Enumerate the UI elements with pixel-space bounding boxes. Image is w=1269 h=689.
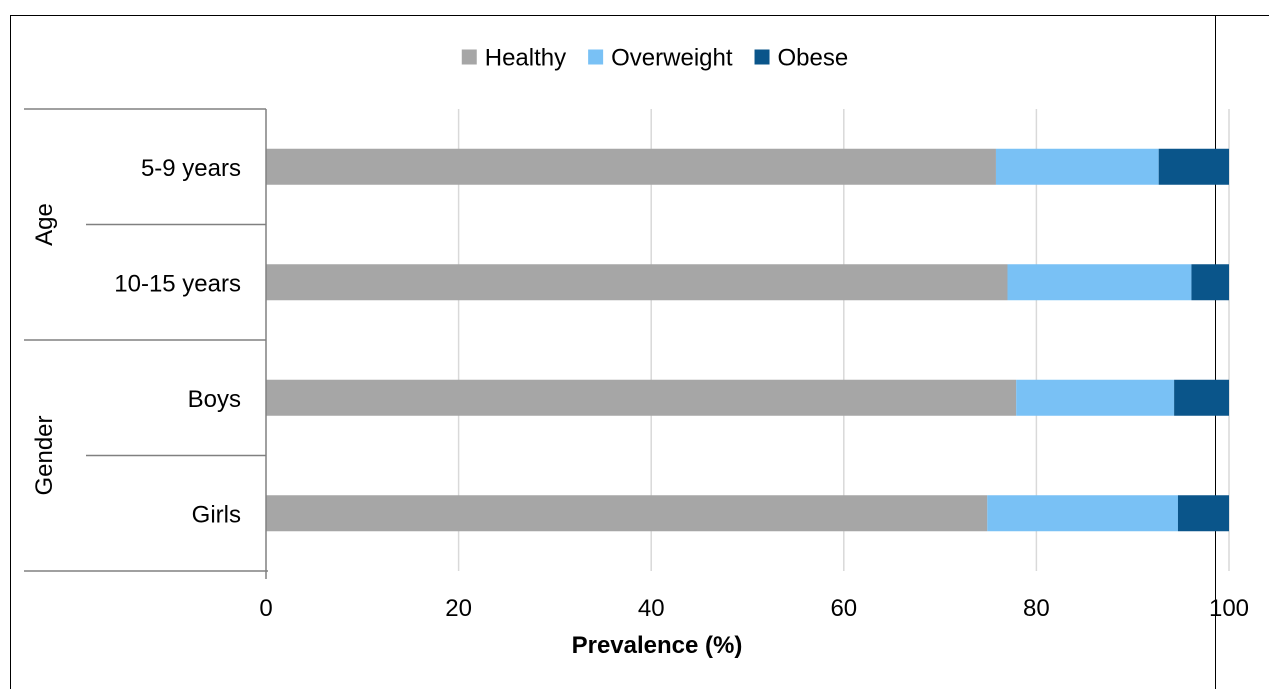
x-tick-label-40: 40	[638, 595, 665, 622]
x-tick-label-20: 20	[445, 595, 472, 622]
category-label-5-9-years: 5-9 years	[141, 155, 241, 182]
legend-label-healthy: Healthy	[485, 45, 566, 72]
group-label-age: Age	[31, 203, 58, 246]
bar-girls-healthy	[266, 495, 988, 532]
legend-swatch-overweight	[588, 49, 604, 65]
legend: Healthy Overweight Obese	[461, 45, 849, 72]
caption-rule	[1214, 15, 1269, 16]
legend-swatch-obese	[754, 49, 770, 65]
category-label-boys: Boys	[188, 386, 241, 413]
x-tick-label-80: 80	[1023, 595, 1050, 622]
x-tick-label-0: 0	[259, 595, 272, 622]
x-axis-title: Prevalence (%)	[572, 632, 743, 659]
group-label-gender: Gender	[31, 415, 58, 495]
bar-5-9-years-overweight	[995, 148, 1159, 185]
bar-10-15-years-obese	[1191, 264, 1229, 301]
bar-5-9-years-healthy	[266, 148, 996, 185]
x-tick-label-100: 100	[1209, 595, 1249, 622]
bar-boys-overweight	[1016, 379, 1175, 416]
bar-boys-obese	[1174, 379, 1229, 416]
category-label-10-15-years: 10-15 years	[114, 270, 241, 297]
bars	[266, 148, 1229, 532]
gridlines	[457, 109, 1230, 571]
bar-10-15-years-healthy	[266, 264, 1008, 301]
legend-label-overweight: Overweight	[611, 45, 733, 72]
bar-10-15-years-overweight	[1007, 264, 1192, 301]
chart-frame	[10, 15, 1216, 689]
bar-5-9-years-obese	[1158, 148, 1229, 185]
category-label-girls: Girls	[192, 501, 241, 528]
legend-label-obese: Obese	[778, 45, 849, 72]
bar-girls-obese	[1177, 495, 1229, 532]
axes: 0 20 40 60 80 100 5-9 years 10-15 years Boys Girl…	[24, 108, 1249, 622]
x-tick-label-60: 60	[830, 595, 857, 622]
legend-swatch-healthy	[461, 49, 477, 65]
bar-girls-overweight	[987, 495, 1178, 532]
bar-boys-healthy	[266, 379, 1017, 416]
